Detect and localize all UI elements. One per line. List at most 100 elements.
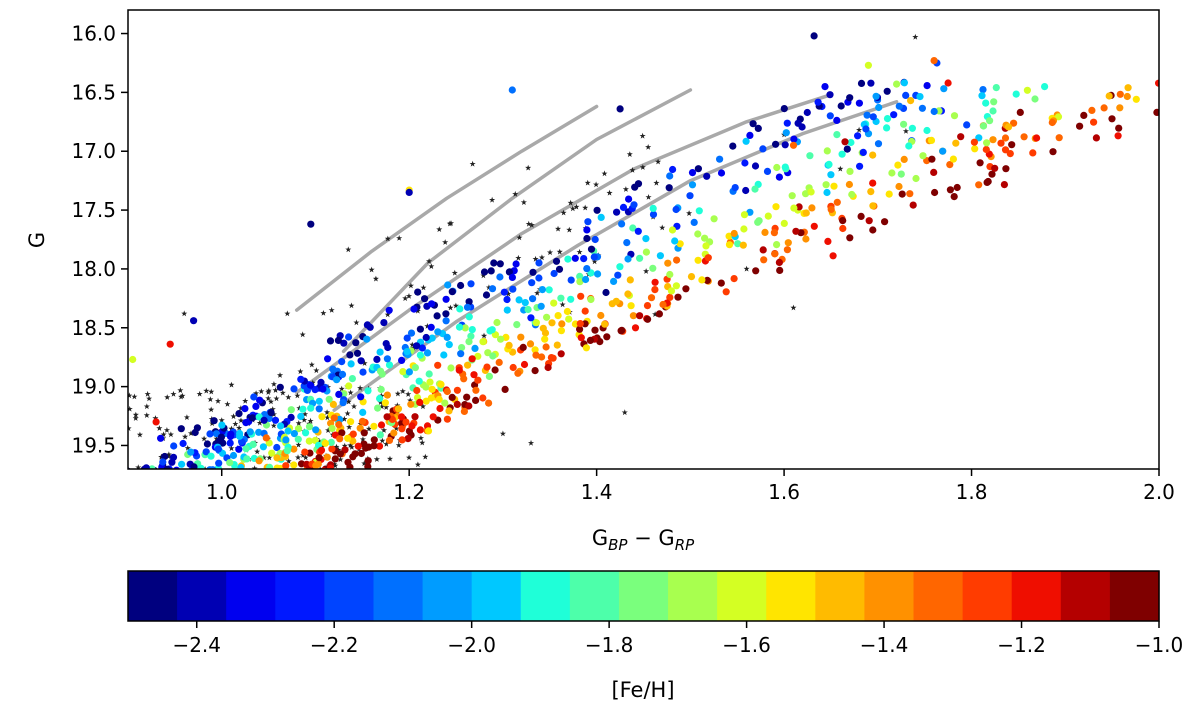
member-star xyxy=(505,268,513,276)
member-star xyxy=(1031,95,1039,103)
member-star xyxy=(246,428,254,436)
member-star xyxy=(591,235,599,244)
member-star xyxy=(347,360,355,368)
member-star xyxy=(490,259,498,267)
member-star xyxy=(154,475,161,482)
field-star xyxy=(639,164,646,170)
member-star xyxy=(857,79,866,87)
field-star xyxy=(410,344,417,351)
member-star xyxy=(833,131,841,139)
member-star xyxy=(529,268,537,276)
member-star xyxy=(888,169,896,177)
member-star xyxy=(864,61,873,69)
member-star xyxy=(434,361,442,369)
member-star xyxy=(250,393,258,401)
member-star xyxy=(169,471,176,478)
x-axis-label-bp: BP xyxy=(608,536,628,554)
field-star xyxy=(402,295,409,301)
member-star xyxy=(783,119,791,127)
member-star xyxy=(442,310,450,318)
member-star xyxy=(376,394,384,403)
member-star xyxy=(701,234,709,242)
member-star xyxy=(445,407,453,415)
member-star xyxy=(833,198,841,206)
member-star xyxy=(423,349,432,357)
member-star xyxy=(338,370,347,378)
member-star xyxy=(311,386,319,394)
member-star xyxy=(725,241,734,249)
member-star xyxy=(846,234,854,242)
colorbar-bin xyxy=(275,571,325,621)
member-star xyxy=(893,80,901,88)
member-star xyxy=(545,286,553,294)
member-star xyxy=(444,281,452,289)
field-star xyxy=(368,266,375,273)
member-star xyxy=(979,122,988,130)
member-star xyxy=(307,404,315,412)
member-star xyxy=(508,86,516,94)
member-star xyxy=(364,462,372,469)
member-star xyxy=(378,370,386,378)
member-star xyxy=(601,320,609,328)
member-star xyxy=(643,302,652,310)
member-star xyxy=(806,152,814,160)
member-star xyxy=(282,462,290,469)
field-star xyxy=(626,151,633,157)
x-tick-label: 1.8 xyxy=(956,480,988,504)
member-star xyxy=(404,435,412,443)
member-star xyxy=(356,424,364,432)
field-star xyxy=(183,414,190,420)
member-star xyxy=(541,335,549,343)
member-star xyxy=(848,190,856,199)
member-star xyxy=(869,202,877,210)
field-star xyxy=(274,471,280,477)
member-star xyxy=(580,255,588,263)
member-star xyxy=(512,260,520,268)
member-star xyxy=(827,205,835,213)
field-star xyxy=(324,414,331,421)
field-star xyxy=(405,293,412,299)
member-star xyxy=(900,79,909,87)
member-star xyxy=(383,391,391,399)
member-star xyxy=(869,113,877,121)
member-star xyxy=(730,275,738,283)
field-star xyxy=(499,430,506,437)
field-star xyxy=(270,422,277,429)
field-star xyxy=(645,144,652,150)
member-star xyxy=(403,334,411,342)
field-star xyxy=(452,302,459,309)
member-star xyxy=(425,370,433,378)
field-star xyxy=(436,226,443,232)
member-star xyxy=(829,252,837,260)
member-star xyxy=(576,272,584,280)
member-star xyxy=(975,134,983,142)
member-star xyxy=(1153,108,1159,116)
field-star xyxy=(652,311,659,317)
field-star xyxy=(344,410,351,417)
member-star xyxy=(979,86,987,94)
member-star xyxy=(260,416,268,424)
member-star xyxy=(1114,132,1122,140)
member-star xyxy=(538,286,547,294)
member-star xyxy=(975,181,983,189)
member-star xyxy=(307,220,315,228)
member-star xyxy=(923,82,931,90)
field-star xyxy=(383,404,390,410)
member-star xyxy=(682,285,690,293)
member-star xyxy=(360,429,368,437)
colorbar-bin xyxy=(520,571,571,621)
member-star xyxy=(825,160,833,168)
colorbar-tick-label: −1.8 xyxy=(585,633,634,657)
member-star xyxy=(539,324,547,332)
member-star xyxy=(939,147,947,155)
colorbar-bin xyxy=(815,571,866,621)
colorbar-tick-label: −1.2 xyxy=(997,633,1046,657)
field-star xyxy=(294,392,301,399)
member-star xyxy=(385,436,394,444)
field-star xyxy=(228,381,235,388)
field-star xyxy=(143,412,150,418)
field-star xyxy=(582,204,589,211)
member-star xyxy=(456,305,464,313)
member-star xyxy=(830,182,838,190)
x-tick-label: 1.0 xyxy=(206,480,238,504)
